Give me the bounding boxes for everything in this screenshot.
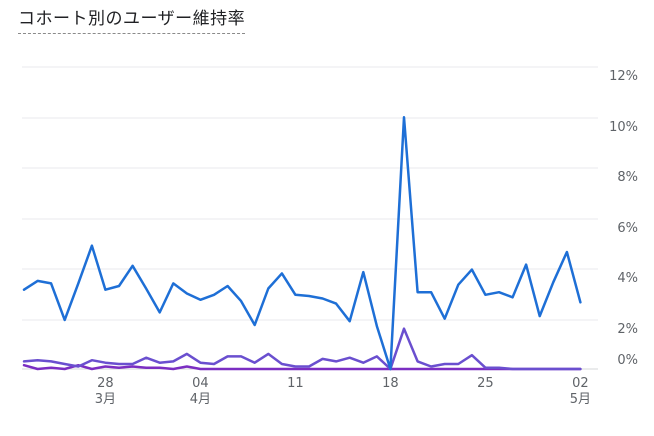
y-tick-label: 8% <box>617 170 638 185</box>
x-tick-month-label: 5月 <box>570 392 591 407</box>
x-tick-day-label: 28 <box>97 376 114 391</box>
series-lines <box>22 116 582 371</box>
series-line[interactable] <box>22 327 582 371</box>
y-tick-label: 12% <box>609 69 638 84</box>
x-tick-month-label: 4月 <box>190 392 211 407</box>
chart-title[interactable]: コホート別のユーザー維持率 <box>18 4 246 34</box>
x-tick-month-label: 3月 <box>95 392 116 407</box>
x-tick-day-label: 11 <box>287 376 304 391</box>
series-line[interactable] <box>22 363 582 371</box>
x-tick-day-label: 18 <box>382 376 399 391</box>
y-tick-label: 4% <box>617 271 638 286</box>
grid-lines <box>22 66 598 370</box>
y-tick-label: 10% <box>609 120 638 135</box>
y-axis-ticks: 12% 10% 8% 6% 4% 2% 0% <box>609 69 638 368</box>
x-tick-day-label: 04 <box>192 376 209 391</box>
y-tick-label: 0% <box>617 353 638 368</box>
y-tick-label: 2% <box>617 322 638 337</box>
series-line[interactable] <box>22 116 582 371</box>
chart-title-wrap: コホート別のユーザー維持率 <box>18 4 246 34</box>
x-tick-day-label: 02 <box>572 376 589 391</box>
y-tick-label: 6% <box>617 221 638 236</box>
x-tick-day-label: 25 <box>477 376 494 391</box>
